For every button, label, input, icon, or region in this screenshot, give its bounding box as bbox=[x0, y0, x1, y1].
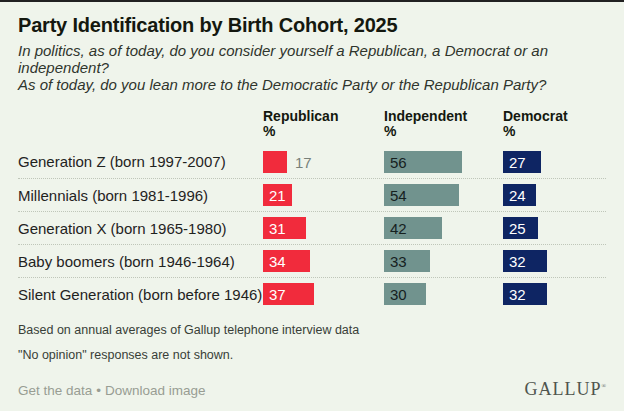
bar-rect bbox=[263, 151, 287, 173]
get-the-data-link[interactable]: Get the data bbox=[18, 383, 92, 398]
bar-republican: 17 bbox=[263, 151, 384, 173]
bar-value: 54 bbox=[390, 187, 407, 204]
footer-links: Get the data • Download image bbox=[18, 383, 206, 398]
bar-republican: 37 bbox=[263, 283, 384, 305]
registered-trademark-icon: ® bbox=[601, 383, 606, 389]
column-header-republican: Republican % bbox=[263, 109, 384, 139]
bar-value: 33 bbox=[390, 253, 407, 270]
column-header-unit: % bbox=[503, 124, 606, 139]
bar-independent: 56 bbox=[384, 151, 503, 173]
table-row: Silent Generation (born before 1946) 37 … bbox=[18, 277, 606, 310]
column-header-democrat: Democrat % bbox=[503, 109, 606, 139]
table-row: Millennials (born 1981-1996) 21 54 24 bbox=[18, 178, 606, 211]
bar-democrat: 24 bbox=[503, 184, 606, 206]
bar-independent: 30 bbox=[384, 283, 503, 305]
link-separator: • bbox=[96, 383, 101, 398]
column-header-unit: % bbox=[263, 124, 384, 139]
column-header-label: Independent bbox=[384, 109, 503, 124]
bar-value: 34 bbox=[269, 253, 286, 270]
survey-question-1: In politics, as of today, do you conside… bbox=[18, 42, 606, 76]
column-header-unit: % bbox=[384, 124, 503, 139]
bar-value: 27 bbox=[509, 153, 526, 170]
table-row: Baby boomers (born 1946-1964) 34 33 32 bbox=[18, 244, 606, 277]
chart-title: Party Identification by Birth Cohort, 20… bbox=[18, 14, 606, 37]
bar-republican: 31 bbox=[263, 217, 384, 239]
bar-value: 17 bbox=[295, 153, 312, 170]
bar-value: 25 bbox=[509, 220, 526, 237]
bar-independent: 54 bbox=[384, 184, 503, 206]
bar-value: 32 bbox=[509, 253, 526, 270]
column-header-independent: Independent % bbox=[384, 109, 503, 139]
bar-democrat: 32 bbox=[503, 250, 606, 272]
bar-republican: 21 bbox=[263, 184, 384, 206]
table-row: Generation Z (born 1997-2007) 17 56 27 bbox=[18, 145, 606, 178]
chart-rows: Generation Z (born 1997-2007) 17 56 27 M… bbox=[18, 145, 606, 310]
bar-value: 21 bbox=[269, 187, 286, 204]
footnote-source: Based on annual averages of Gallup telep… bbox=[18, 323, 606, 337]
chart-card: Party Identification by Birth Cohort, 20… bbox=[0, 14, 624, 400]
bar-value: 56 bbox=[390, 153, 407, 170]
footnote-no-opinion: "No opinion" responses are not shown. bbox=[18, 348, 606, 362]
bar-democrat: 25 bbox=[503, 217, 606, 239]
bar-value: 30 bbox=[390, 286, 407, 303]
bar-independent: 33 bbox=[384, 250, 503, 272]
bar-democrat: 32 bbox=[503, 283, 606, 305]
bar-value: 42 bbox=[390, 220, 407, 237]
row-label: Baby boomers (born 1946-1964) bbox=[18, 253, 263, 270]
row-label: Generation Z (born 1997-2007) bbox=[18, 153, 263, 170]
table-row: Generation X (born 1965-1980) 31 42 25 bbox=[18, 211, 606, 244]
row-label: Generation X (born 1965-1980) bbox=[18, 220, 263, 237]
bar-value: 31 bbox=[269, 220, 286, 237]
gallup-logo[interactable]: GALLUP® bbox=[524, 379, 606, 400]
chart-subtitle: In politics, as of today, do you conside… bbox=[18, 42, 606, 93]
bar-value: 24 bbox=[509, 187, 526, 204]
bar-value: 32 bbox=[509, 286, 526, 303]
column-headers: Republican % Independent % Democrat % bbox=[18, 109, 606, 143]
row-label: Silent Generation (born before 1946) bbox=[18, 286, 263, 303]
survey-question-2: As of today, do you lean more to the Dem… bbox=[18, 76, 606, 93]
column-header-label: Democrat bbox=[503, 109, 606, 124]
bar-republican: 34 bbox=[263, 250, 384, 272]
download-image-link[interactable]: Download image bbox=[105, 383, 206, 398]
bar-value: 37 bbox=[269, 286, 286, 303]
bar-democrat: 27 bbox=[503, 151, 606, 173]
footnotes: Based on annual averages of Gallup telep… bbox=[18, 323, 606, 362]
gallup-wordmark: GALLUP bbox=[524, 379, 601, 399]
footer: Get the data • Download image GALLUP® bbox=[18, 379, 606, 400]
column-header-label: Republican bbox=[263, 109, 384, 124]
bar-independent: 42 bbox=[384, 217, 503, 239]
row-label: Millennials (born 1981-1996) bbox=[18, 187, 263, 204]
